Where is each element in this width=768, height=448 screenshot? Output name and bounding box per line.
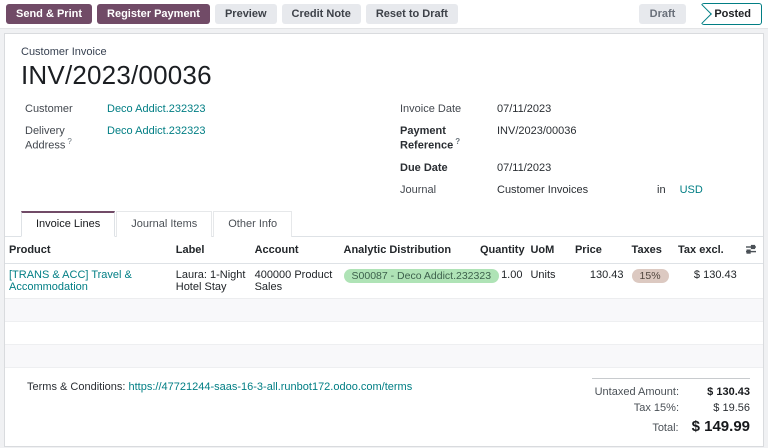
invoice-form-sheet: Customer Invoice INV/2023/00036 Customer… xyxy=(4,33,764,447)
analytic-distribution-tag[interactable]: S00087 - Deco Addict.232323 xyxy=(343,268,500,283)
reset-to-draft-button[interactable]: Reset to Draft xyxy=(365,4,458,24)
totals-block: Untaxed Amount: $ 130.43 Tax 15%: $ 19.5… xyxy=(592,377,750,448)
untaxed-amount-value: $ 130.43 xyxy=(707,385,750,398)
tab-journal-items[interactable]: Journal Items xyxy=(116,210,213,237)
due-date-label: Due Date xyxy=(400,161,448,174)
product-link[interactable]: [TRANS & ACC] Travel & Accommodation xyxy=(9,268,132,293)
col-taxes[interactable]: Taxes xyxy=(627,236,675,264)
untaxed-amount-label: Untaxed Amount: xyxy=(594,385,679,398)
total-value: $ 149.99 xyxy=(691,417,750,435)
due-date-field: Due Date 07/11/2023 xyxy=(400,162,747,174)
line-account-cell[interactable]: 400000 Product Sales xyxy=(250,263,340,299)
line-label-cell[interactable]: Laura: 1-Night Hotel Stay xyxy=(171,263,251,299)
register-payment-button[interactable]: Register Payment xyxy=(97,4,210,24)
due-date-value[interactable]: 07/11/2023 xyxy=(497,161,552,174)
tax-line: Tax 15%: $ 19.56 xyxy=(592,400,750,416)
delivery-address-value-link[interactable]: Deco Addict.232323 xyxy=(107,125,206,137)
line-uom-cell[interactable]: Units xyxy=(526,263,571,299)
payment-reference-label: Payment Reference? xyxy=(400,125,461,152)
empty-row xyxy=(5,321,763,345)
col-product[interactable]: Product xyxy=(5,236,172,264)
col-label[interactable]: Label xyxy=(171,236,251,264)
empty-row xyxy=(5,344,763,368)
tab-invoice-lines[interactable]: Invoice Lines xyxy=(21,210,116,237)
col-analytic-distribution[interactable]: Analytic Distribution xyxy=(339,236,476,264)
delivery-address-field: Delivery Address? Deco Addict.232323 xyxy=(25,125,372,152)
journal-label: Journal xyxy=(400,183,437,196)
journal-in-text: in xyxy=(657,183,666,196)
fields-right-column: Invoice Date 07/11/2023 Payment Referenc… xyxy=(400,103,747,206)
untaxed-amount-line: Untaxed Amount: $ 130.43 xyxy=(592,384,750,400)
tax-tag[interactable]: 15% xyxy=(631,268,669,283)
status-posted[interactable]: Posted xyxy=(701,3,762,25)
tab-other-info[interactable]: Other Info xyxy=(213,210,293,237)
notebook-tabs: Invoice Lines Journal Items Other Info xyxy=(5,210,763,237)
invoice-date-field: Invoice Date 07/11/2023 xyxy=(400,103,747,115)
customer-value-link[interactable]: Deco Addict.232323 xyxy=(107,103,206,115)
tax-label: Tax 15%: xyxy=(633,401,679,414)
tax-value: $ 19.56 xyxy=(713,401,750,414)
journal-value[interactable]: Customer Invoices xyxy=(497,183,589,196)
status-draft[interactable]: Draft xyxy=(638,4,687,24)
optional-columns-icon[interactable] xyxy=(745,243,757,258)
payment-reference-value[interactable]: INV/2023/00036 xyxy=(497,125,577,137)
journal-field: Journal Customer Invoices in USD xyxy=(400,184,747,196)
help-icon: ? xyxy=(455,137,461,146)
col-uom[interactable]: UoM xyxy=(526,236,571,264)
invoice-line-row[interactable]: [TRANS & ACC] Travel & Accommodation Lau… xyxy=(5,263,763,299)
customer-label: Customer xyxy=(25,103,73,115)
invoice-number-title: INV/2023/00036 xyxy=(21,60,212,90)
delivery-address-label: Delivery Address? xyxy=(25,125,72,152)
customer-field: Customer Deco Addict.232323 xyxy=(25,103,372,115)
line-tax-excl-cell: $ 130.43 xyxy=(674,263,741,299)
preview-button[interactable]: Preview xyxy=(214,4,277,24)
credit-note-button[interactable]: Credit Note xyxy=(281,4,361,24)
line-price-cell[interactable]: 130.43 xyxy=(570,263,628,299)
terms-and-conditions: Terms & Conditions: https://47721244-saa… xyxy=(27,378,412,448)
invoice-footer: Terms & Conditions: https://47721244-saa… xyxy=(21,368,750,448)
table-header-row: Product Label Account Analytic Distribut… xyxy=(5,236,763,264)
terms-link[interactable]: https://47721244-saas-16-3-all.runbot172… xyxy=(128,380,413,393)
total-line: Total: $ 149.99 xyxy=(592,416,750,437)
statusbar: Draft Posted xyxy=(638,3,762,25)
invoice-date-value[interactable]: 07/11/2023 xyxy=(497,103,552,115)
col-price[interactable]: Price xyxy=(570,236,628,264)
header-fields: Customer Deco Addict.232323 Delivery Add… xyxy=(21,103,747,206)
document-type-label: Customer Invoice xyxy=(21,46,107,58)
empty-row xyxy=(5,298,763,322)
invoice-lines-table: Product Label Account Analytic Distribut… xyxy=(5,236,763,368)
invoice-date-label: Invoice Date xyxy=(400,103,462,115)
total-label: Total: xyxy=(652,421,679,434)
help-icon: ? xyxy=(67,137,72,146)
col-account[interactable]: Account xyxy=(250,236,340,264)
col-tax-excl[interactable]: Tax excl. xyxy=(674,236,741,264)
action-toolbar: Send & Print Register Payment Preview Cr… xyxy=(0,0,768,29)
terms-label: Terms & Conditions: xyxy=(27,380,126,393)
journal-currency-link[interactable]: USD xyxy=(679,183,703,196)
send-print-button[interactable]: Send & Print xyxy=(6,4,93,24)
fields-left-column: Customer Deco Addict.232323 Delivery Add… xyxy=(25,103,372,206)
payment-reference-field: Payment Reference? INV/2023/00036 xyxy=(400,125,747,152)
col-quantity[interactable]: Quantity xyxy=(475,236,527,264)
